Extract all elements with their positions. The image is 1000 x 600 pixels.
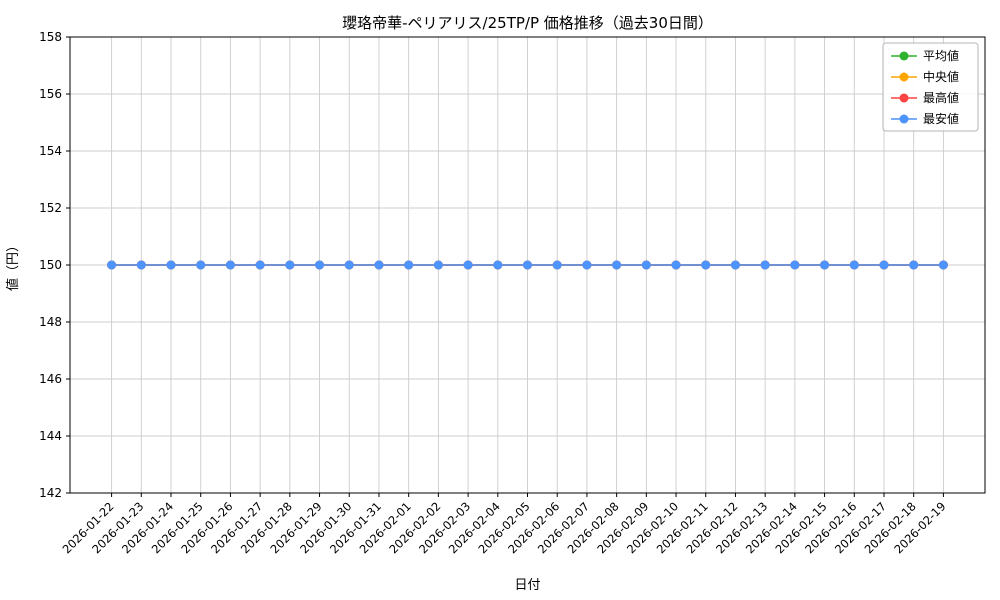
series-marker bbox=[315, 260, 325, 270]
series-marker bbox=[404, 260, 414, 270]
series-marker bbox=[523, 260, 532, 270]
series-marker bbox=[641, 260, 651, 270]
x-axis-label: 日付 bbox=[514, 578, 540, 593]
y-tick-label: 154 bbox=[39, 144, 62, 158]
series-marker bbox=[344, 260, 354, 270]
y-tick-label: 156 bbox=[39, 87, 62, 101]
series-marker bbox=[760, 260, 770, 270]
series-marker bbox=[136, 260, 146, 270]
legend-marker bbox=[899, 93, 909, 103]
series-marker bbox=[612, 260, 622, 270]
legend-marker bbox=[899, 51, 909, 61]
legend-marker bbox=[899, 114, 909, 124]
y-tick-label: 142 bbox=[39, 486, 62, 500]
y-tick-label: 152 bbox=[39, 201, 62, 215]
series-marker bbox=[433, 260, 443, 270]
series-marker bbox=[107, 260, 117, 270]
legend-label: 平均値 bbox=[923, 48, 959, 63]
series-marker bbox=[701, 260, 711, 270]
series-marker bbox=[582, 260, 592, 270]
plot-area: 1421441461481501521541561582026-01-22202… bbox=[39, 30, 986, 556]
legend-marker bbox=[899, 72, 909, 82]
y-tick-label: 150 bbox=[39, 258, 62, 272]
series-marker bbox=[730, 260, 740, 270]
y-tick-label: 146 bbox=[39, 372, 62, 386]
series-marker bbox=[196, 260, 206, 270]
series-marker bbox=[493, 260, 503, 270]
series-marker bbox=[463, 260, 473, 270]
legend-label: 最安値 bbox=[923, 111, 959, 126]
series-marker bbox=[374, 260, 384, 270]
chart-title: 瓔珞帝華-ペリアリス/25TP/P 価格推移（過去30日間） bbox=[342, 14, 713, 32]
series-marker bbox=[166, 260, 176, 270]
series-marker bbox=[552, 260, 562, 270]
series-marker bbox=[255, 260, 265, 270]
series-marker bbox=[225, 260, 235, 270]
y-axis-label: 値（円） bbox=[5, 239, 21, 291]
legend-label: 最高値 bbox=[923, 90, 959, 105]
y-tick-label: 144 bbox=[39, 429, 62, 443]
legend-box bbox=[882, 42, 979, 132]
series-marker bbox=[790, 260, 800, 270]
y-tick-label: 158 bbox=[39, 30, 62, 44]
legend-label: 中央値 bbox=[923, 69, 959, 84]
series-marker bbox=[820, 260, 830, 270]
series-marker bbox=[909, 260, 919, 270]
series-marker bbox=[879, 260, 889, 270]
series-marker bbox=[938, 260, 948, 270]
y-tick-label: 148 bbox=[39, 315, 62, 329]
series-marker bbox=[849, 260, 859, 270]
series-marker bbox=[671, 260, 681, 270]
series-marker bbox=[285, 260, 295, 270]
